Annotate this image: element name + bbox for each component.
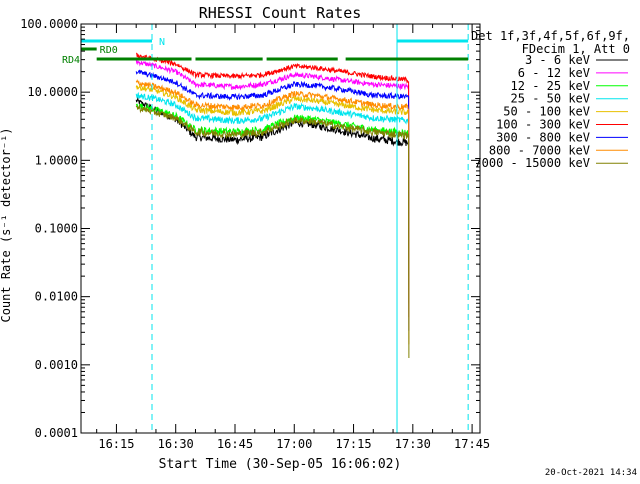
x-tick-label-1: 16:15 (98, 437, 134, 451)
state-bar-label-rd0: RD0 (100, 45, 118, 56)
y-tick-label-4: 0.1000 (35, 222, 78, 236)
series-line-7 (135, 69, 410, 331)
legend-label-1: 3 - 6 keV (525, 53, 590, 67)
legend-label-7: 300 - 800 keV (496, 130, 590, 144)
y-axis-label: Count Rate (s⁻¹ detector⁻¹) (0, 127, 13, 322)
series-line-5 (135, 84, 410, 304)
y-tick-label-3: 0.0100 (35, 290, 78, 304)
legend-label-6: 100 - 300 keV (496, 118, 590, 132)
timestamp-label: 20-Oct-2021 14:34 (545, 468, 637, 478)
chart-title: RHESSI Count Rates (199, 4, 362, 22)
series-line-4 (135, 91, 410, 290)
x-axis-label: Start Time (30-Sep-05 16:06:02) (159, 457, 402, 472)
legend-label-8: 800 - 7000 keV (489, 143, 590, 157)
x-tick-label-4: 17:00 (276, 437, 312, 451)
y-tick-label-6: 10.0000 (27, 85, 78, 99)
legend-label-9: 7000 - 15000 keV (474, 156, 590, 170)
legend-label-3: 12 - 25 keV (511, 79, 590, 93)
legend-label-4: 25 - 50 keV (511, 92, 590, 106)
legend-label-2: 6 - 12 keV (518, 66, 590, 80)
series-line-8 (135, 79, 410, 345)
x-tick-label-7: 17:45 (454, 437, 490, 451)
x-tick-label-3: 16:45 (217, 437, 253, 451)
x-tick-label-5: 17:15 (335, 437, 371, 451)
series-line-9 (135, 103, 410, 359)
state-bar-label-n: N (159, 37, 165, 48)
series-line-2 (135, 59, 410, 263)
state-bar-label-rd4: RD4 (62, 55, 80, 66)
y-tick-label-5: 1.0000 (35, 153, 78, 167)
y-tick-label-1: 0.0001 (35, 426, 78, 440)
x-tick-label-2: 16:30 (158, 437, 194, 451)
x-tick-label-6: 17:30 (395, 437, 431, 451)
series-line-6 (135, 52, 410, 318)
legend-header-line-1: Det 1f,3f,4f,5f,6f,9f, (471, 29, 630, 43)
y-tick-label-7: 100.0000 (20, 17, 78, 31)
legend-label-5: 50 - 100 keV (503, 105, 590, 119)
plot-area: N RD0 RD4 0.0001 0.0010 0.0100 0.1000 1.0000 10.… (20, 17, 490, 451)
y-tick-label-2: 0.0010 (35, 358, 78, 372)
legend-header-line-2: FDecim 1, Att 0 (522, 42, 630, 56)
